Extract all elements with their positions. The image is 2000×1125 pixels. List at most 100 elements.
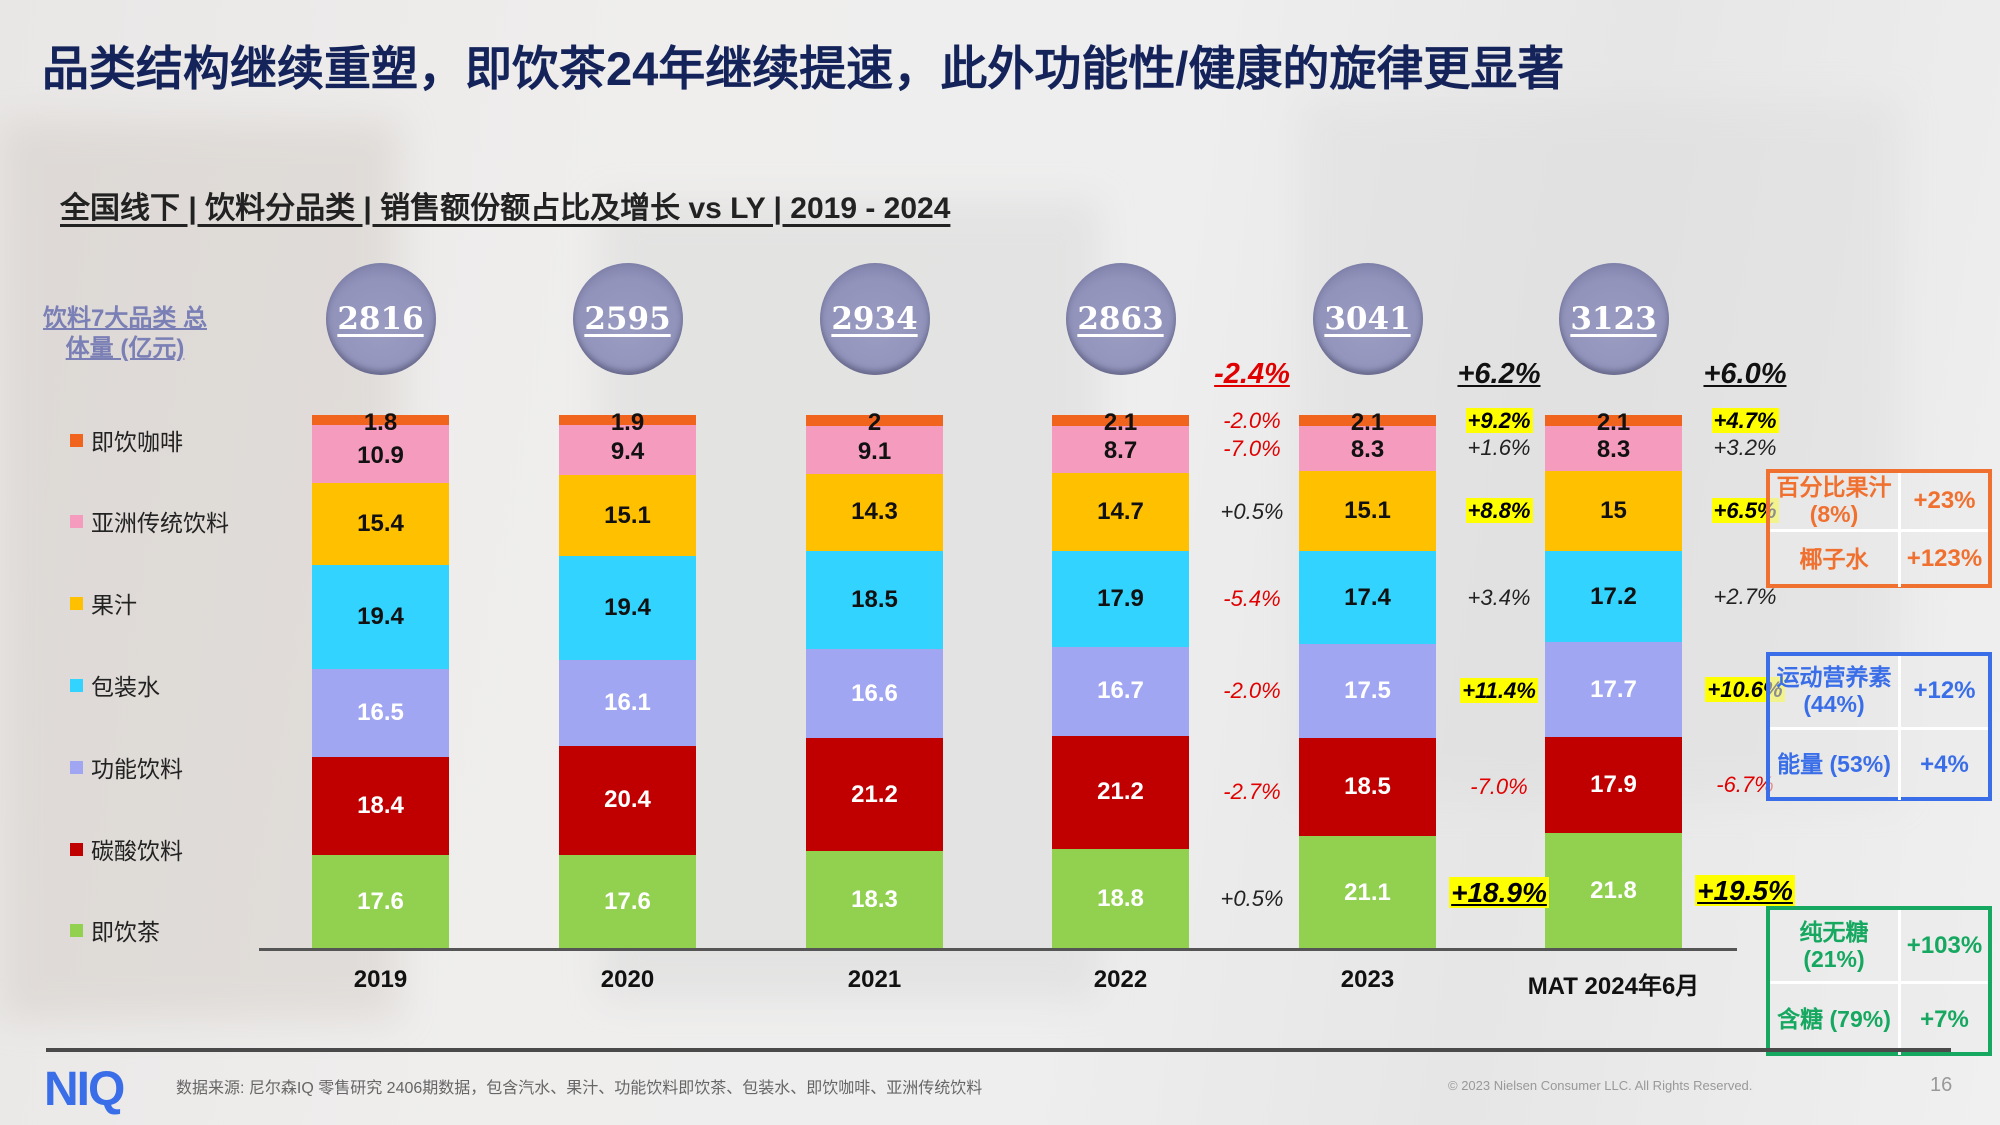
legend-swatch [70, 842, 83, 856]
callout-value: +23% [1913, 486, 1976, 514]
page-number: 16 [1930, 1074, 1953, 1096]
callout-label: 能量 (53%) [1770, 729, 1901, 800]
legend-label: 碳酸饮料 [91, 838, 183, 864]
bar-value-label: 2.1 [1596, 409, 1631, 436]
bar-segment [1299, 551, 1436, 645]
legend-item: 功能饮料 [70, 750, 183, 784]
x-tick-label: MAT 2024年6月 [1527, 973, 1700, 1000]
chart-subtitle: 全国线下 | 饮料分品类 | 销售额份额占比及增长 vs LY | 2019 -… [60, 192, 951, 225]
bar-value-label: 18.5 [1344, 772, 1391, 800]
growth-value: +3.4% [1467, 584, 1531, 610]
x-axis-line [259, 948, 1737, 951]
callout-box: 运动营养素 (44%) +12% 能量 (53%) +4% [1766, 652, 1992, 801]
growth-label: +0.5% [1192, 885, 1312, 911]
legend-label: 即饮茶 [91, 919, 160, 945]
growth-value: -7.0% [1470, 773, 1528, 799]
bar-value-label: 19.4 [357, 602, 404, 630]
bar-segment [806, 474, 943, 551]
callout-value: +7% [1920, 1005, 1969, 1033]
growth-total: +6.2% [1457, 358, 1541, 390]
bar-segment [1545, 470, 1682, 551]
bar-segment [312, 415, 449, 425]
legend-swatch [70, 514, 83, 528]
total-value: 3041 [1324, 301, 1411, 337]
growth-value: +0.5% [1220, 885, 1284, 911]
bar-segment [1545, 550, 1682, 643]
growth-value: -7.0% [1223, 436, 1281, 462]
bar-value-label: 2.1 [1350, 409, 1385, 436]
legend-swatch [70, 678, 83, 692]
bar-segment [312, 668, 449, 757]
callout-label: 纯无糖 (21%) [1770, 910, 1901, 981]
bar-segment [1299, 415, 1436, 427]
bar-segment [1052, 415, 1189, 427]
footer-divider [46, 1048, 1951, 1052]
total-circle: 2863 [1065, 263, 1176, 375]
legend-item: 果汁 [70, 586, 137, 620]
legend-label: 功能饮料 [91, 756, 183, 782]
growth-label: +0.5% [1192, 498, 1312, 524]
total-value: 2934 [831, 301, 918, 337]
legend-label: 包装水 [91, 674, 160, 700]
bar-value-label: 19.4 [604, 593, 651, 621]
growth-label: -2.7% [1192, 780, 1312, 804]
bar-value-label: 18.4 [357, 791, 404, 819]
legend-item: 即饮茶 [70, 913, 160, 947]
bar-segment [806, 550, 943, 650]
bar-segment [559, 415, 696, 426]
total-value: 2863 [1077, 301, 1164, 337]
growth-value: +9.2% [1465, 408, 1533, 433]
legend-label: 果汁 [91, 592, 137, 618]
bar-segment [1052, 735, 1189, 849]
bar-segment [1545, 426, 1682, 471]
x-tick-label: 2022 [1093, 966, 1148, 993]
bar-value-label: 16.7 [1097, 677, 1144, 705]
callout-value: +103% [1906, 931, 1983, 959]
growth-value: -2.0% [1223, 678, 1281, 704]
x-tick-label: 2020 [600, 966, 655, 993]
growth-value: +0.5% [1220, 498, 1284, 524]
bar-value-label: 20.4 [604, 786, 651, 814]
bar-value-label: 1.9 [610, 409, 645, 436]
bar-value-label: 8.7 [1103, 437, 1138, 465]
bar-value-label: 9.4 [610, 438, 645, 466]
legend-label: 亚洲传统饮料 [91, 510, 229, 536]
bar-value-label: 14.7 [1097, 497, 1144, 525]
callout-row: 纯无糖 (21%) +103% [1770, 910, 1988, 981]
growth-label: +9.2% [1439, 408, 1559, 433]
bar-value-label: 17.2 [1590, 582, 1637, 610]
growth-label: -7.0% [1439, 773, 1559, 799]
bar-segment [1545, 832, 1682, 949]
callout-row: 能量 (53%) +4% [1770, 726, 1988, 800]
bar-value-label: 17.5 [1344, 676, 1391, 704]
callout-value: +123% [1906, 545, 1983, 573]
callout-box: 纯无糖 (21%) +103% 含糖 (79%) +7% [1766, 906, 1992, 1056]
bar-value-label: 15 [1600, 496, 1627, 524]
bar-segment [806, 649, 943, 739]
bar-value-label: 21.8 [1590, 876, 1637, 904]
niq-logo: NIQ [44, 1063, 125, 1116]
growth-label: +4.7% [1685, 408, 1805, 433]
bar-value-label: 21.2 [1097, 778, 1144, 806]
bar-segment [1299, 470, 1436, 552]
bar-segment [312, 424, 449, 483]
growth-value: +3.2% [1713, 435, 1777, 461]
callout-box: 百分比果汁 (8%) +23% 椰子水 +123% [1766, 469, 1992, 588]
legend-swatch [70, 760, 83, 774]
bar-segment [1299, 426, 1436, 471]
growth-value: +11.4% [1460, 677, 1538, 703]
legend-swatch [70, 923, 83, 937]
growth-label: -2.0% [1192, 679, 1312, 703]
bar-value-label: 14.3 [851, 498, 898, 526]
bar-value-label: 18.5 [851, 586, 898, 614]
copyright: © 2023 Nielsen Consumer LLC. All Rights … [1448, 1078, 1753, 1093]
bar-segment [806, 415, 943, 426]
bar-segment [806, 851, 943, 949]
growth-label: +19.5% [1685, 874, 1805, 906]
growth-label: +3.2% [1685, 436, 1805, 460]
callout-row: 含糖 (79%) +7% [1770, 981, 1988, 1055]
bar-segment [1545, 415, 1682, 427]
bar-segment [1299, 836, 1436, 949]
bar-value-label: 10.9 [357, 441, 404, 469]
growth-total: -2.4% [1214, 358, 1290, 390]
